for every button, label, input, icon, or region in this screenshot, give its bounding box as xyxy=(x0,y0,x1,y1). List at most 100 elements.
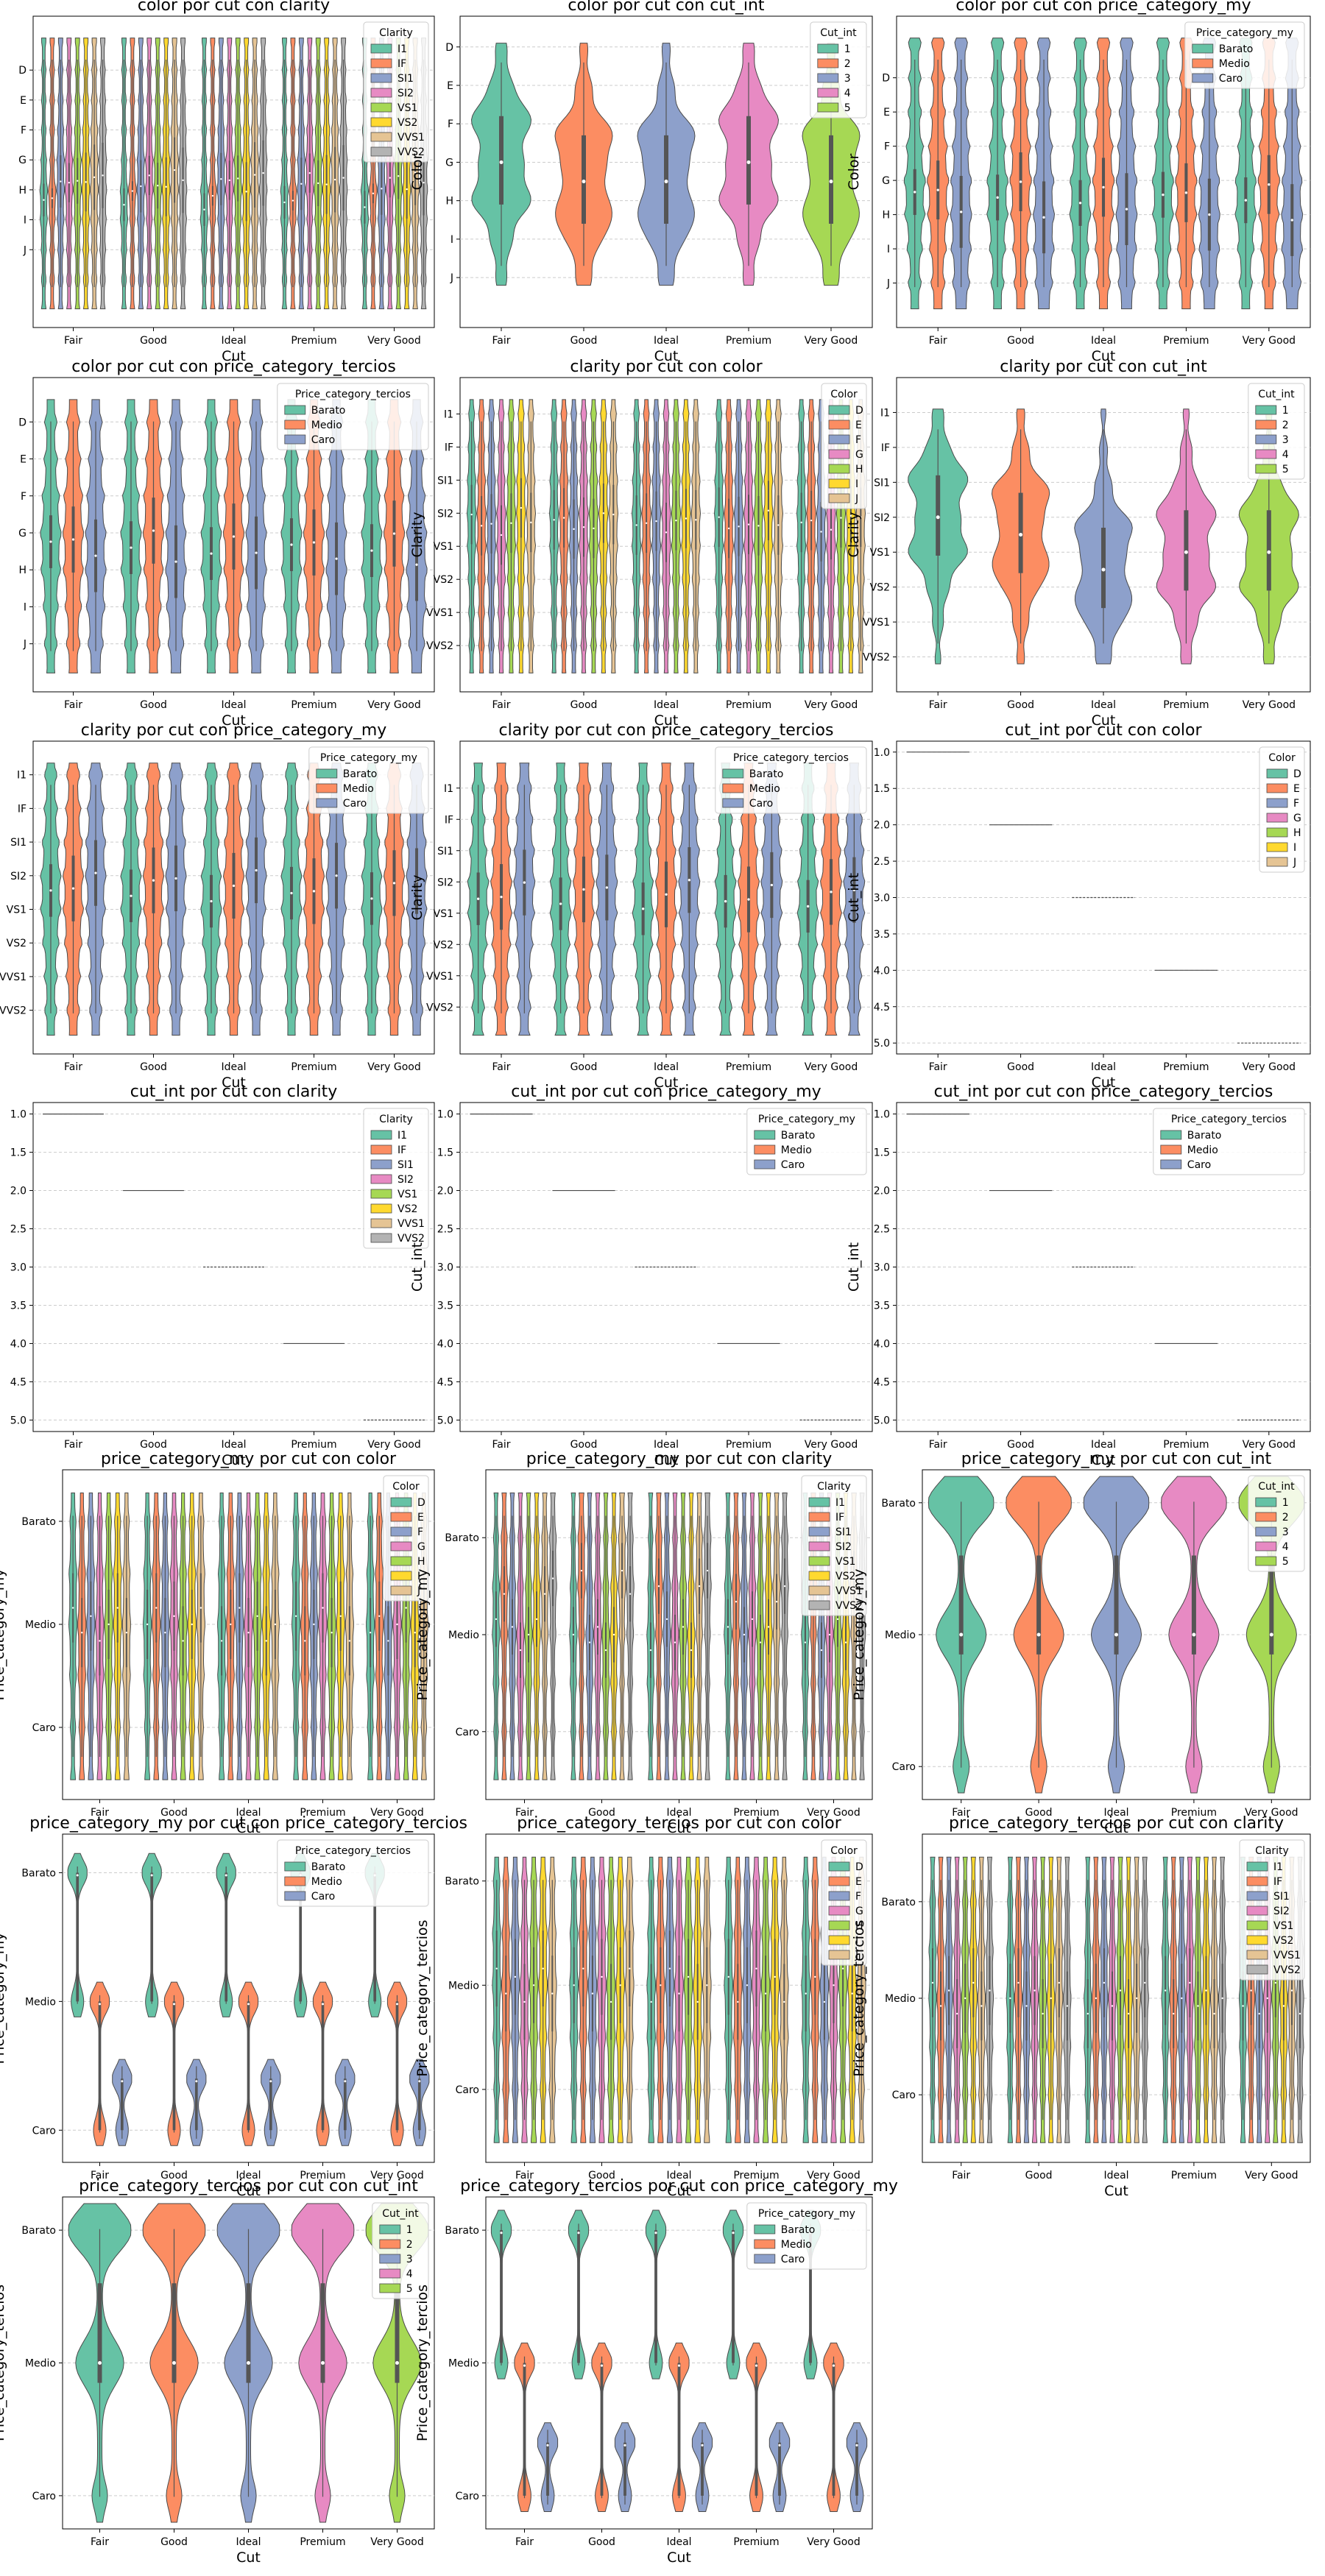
y-axis-label: Price_category_my xyxy=(0,1568,7,1700)
violins xyxy=(40,399,428,673)
legend-swatch xyxy=(828,434,850,445)
legend-box xyxy=(277,383,429,450)
violins xyxy=(470,1113,863,1421)
violin-median xyxy=(605,886,609,889)
y-tick-label: D xyxy=(18,417,26,428)
legend-entry: 2 xyxy=(406,2239,413,2251)
violin-median xyxy=(173,169,176,171)
violin-median xyxy=(245,191,247,193)
violin-median xyxy=(553,519,555,521)
violin-box xyxy=(321,2001,325,2131)
legend-swatch xyxy=(379,2283,401,2293)
violin-median xyxy=(1267,550,1271,554)
legend-swatch xyxy=(1192,58,1214,68)
legend-box xyxy=(1239,1839,1305,1981)
y-tick-label: F xyxy=(21,491,26,503)
violin-median xyxy=(94,871,97,874)
violin-median xyxy=(43,199,45,201)
violin-median xyxy=(746,160,751,164)
violin-box xyxy=(677,2363,681,2496)
y-axis: 1.0 1.5 2.0 2.5 3.0 3.5 4.0 4.5 5.0 xyxy=(874,747,1310,1050)
violin-median xyxy=(532,1984,535,1986)
legend-box xyxy=(1184,21,1305,89)
legend-entry: VS2 xyxy=(835,1571,855,1582)
violin-median xyxy=(573,528,575,531)
violin-median xyxy=(418,2080,421,2083)
y-tick-label: Medio xyxy=(448,1980,479,1992)
x-tick-label: Premium xyxy=(291,699,336,711)
y-tick-label: 4.0 xyxy=(10,1338,26,1350)
y-tick-label: E xyxy=(20,454,26,466)
legend-entry: VS1 xyxy=(398,1189,417,1200)
x-tick-label: Premium xyxy=(726,699,771,711)
x-axis-label: Cut xyxy=(222,1452,246,1468)
legend-entry: SI1 xyxy=(398,73,414,85)
violin-median xyxy=(396,1623,398,1626)
violin-median xyxy=(682,1626,685,1628)
legend-swatch xyxy=(1246,1950,1268,1960)
legend-swatch xyxy=(1246,1891,1268,1901)
legend-swatch xyxy=(370,1203,392,1214)
legend-entry: Caro xyxy=(1187,1159,1211,1171)
y-tick-label: Barato xyxy=(21,1516,56,1528)
legend-entry: 1 xyxy=(1282,1497,1289,1509)
legend-entry: Medio xyxy=(1187,1144,1218,1156)
x-tick-label: Ideal xyxy=(236,1807,261,1819)
violin-median xyxy=(174,877,177,880)
y-axis-label: Color xyxy=(409,154,425,191)
legend-entry: 4 xyxy=(1282,449,1289,461)
x-axis: Fair Good Ideal Premium Very Good xyxy=(929,328,1296,347)
y-tick-label: I xyxy=(24,601,26,613)
violin-median xyxy=(836,1618,839,1621)
violin-median xyxy=(527,1633,530,1636)
violin-box xyxy=(76,1872,80,2002)
y-axis-label: Price_category_tercios xyxy=(414,2285,431,2441)
violin-median xyxy=(738,526,740,528)
violin-median xyxy=(262,171,264,174)
violin-median xyxy=(511,1626,514,1628)
legend-swatch xyxy=(1246,1935,1268,1945)
violin-median xyxy=(165,185,167,188)
legend-swatch xyxy=(754,2239,776,2249)
violin-median xyxy=(395,2003,399,2006)
violins xyxy=(470,43,861,286)
legend-swatch xyxy=(1255,1541,1277,1551)
violin-median xyxy=(562,517,565,519)
legend-entry: J xyxy=(1293,857,1296,868)
violin-median xyxy=(604,1649,607,1652)
y-tick-label: 2.0 xyxy=(874,820,890,832)
violin-median xyxy=(150,1874,153,1877)
legend-swatch xyxy=(390,1585,412,1596)
legend-entry: VS2 xyxy=(398,1203,417,1215)
legend: Cut_int 1 2 3 4 5 xyxy=(372,2202,429,2299)
violin-median xyxy=(1050,1997,1052,2000)
x-tick-label: Premium xyxy=(291,335,336,347)
legend-title: Price_category_my xyxy=(1196,27,1293,39)
violin-median xyxy=(1017,1981,1020,1984)
x-axis: Fair Good Ideal Premium Very Good xyxy=(952,1800,1298,1819)
legend-title: Price_category_my xyxy=(758,1114,855,1125)
legend-swatch xyxy=(828,493,850,503)
legend-entry: Medio xyxy=(311,1876,342,1888)
violin-median xyxy=(1269,1632,1273,1637)
legend-swatch xyxy=(1266,857,1288,867)
legend-swatch xyxy=(370,43,392,54)
y-tick-label: 5.0 xyxy=(10,1415,26,1426)
x-axis-label: Cut xyxy=(236,1820,261,1836)
violin-median xyxy=(228,179,230,182)
subplot-8: clarity por cut con price_category_terci… xyxy=(409,721,873,1091)
legend-entry: SI2 xyxy=(835,1541,852,1553)
violin-box xyxy=(958,1555,964,1655)
x-tick-label: Very Good xyxy=(807,2170,860,2182)
violin-median xyxy=(664,180,668,184)
legend: Cut_int 1 2 3 4 5 xyxy=(810,21,867,118)
legend-swatch xyxy=(1246,1920,1268,1931)
violin-median xyxy=(936,515,940,520)
violin-box xyxy=(1191,1555,1196,1655)
x-tick-label: Ideal xyxy=(654,699,679,711)
violin-median xyxy=(612,1633,615,1636)
x-axis-label: Cut xyxy=(1092,348,1116,364)
legend-entry: I xyxy=(417,1571,420,1582)
x-tick-label: Fair xyxy=(91,2170,109,2182)
y-tick-label: 4.5 xyxy=(10,1376,26,1388)
